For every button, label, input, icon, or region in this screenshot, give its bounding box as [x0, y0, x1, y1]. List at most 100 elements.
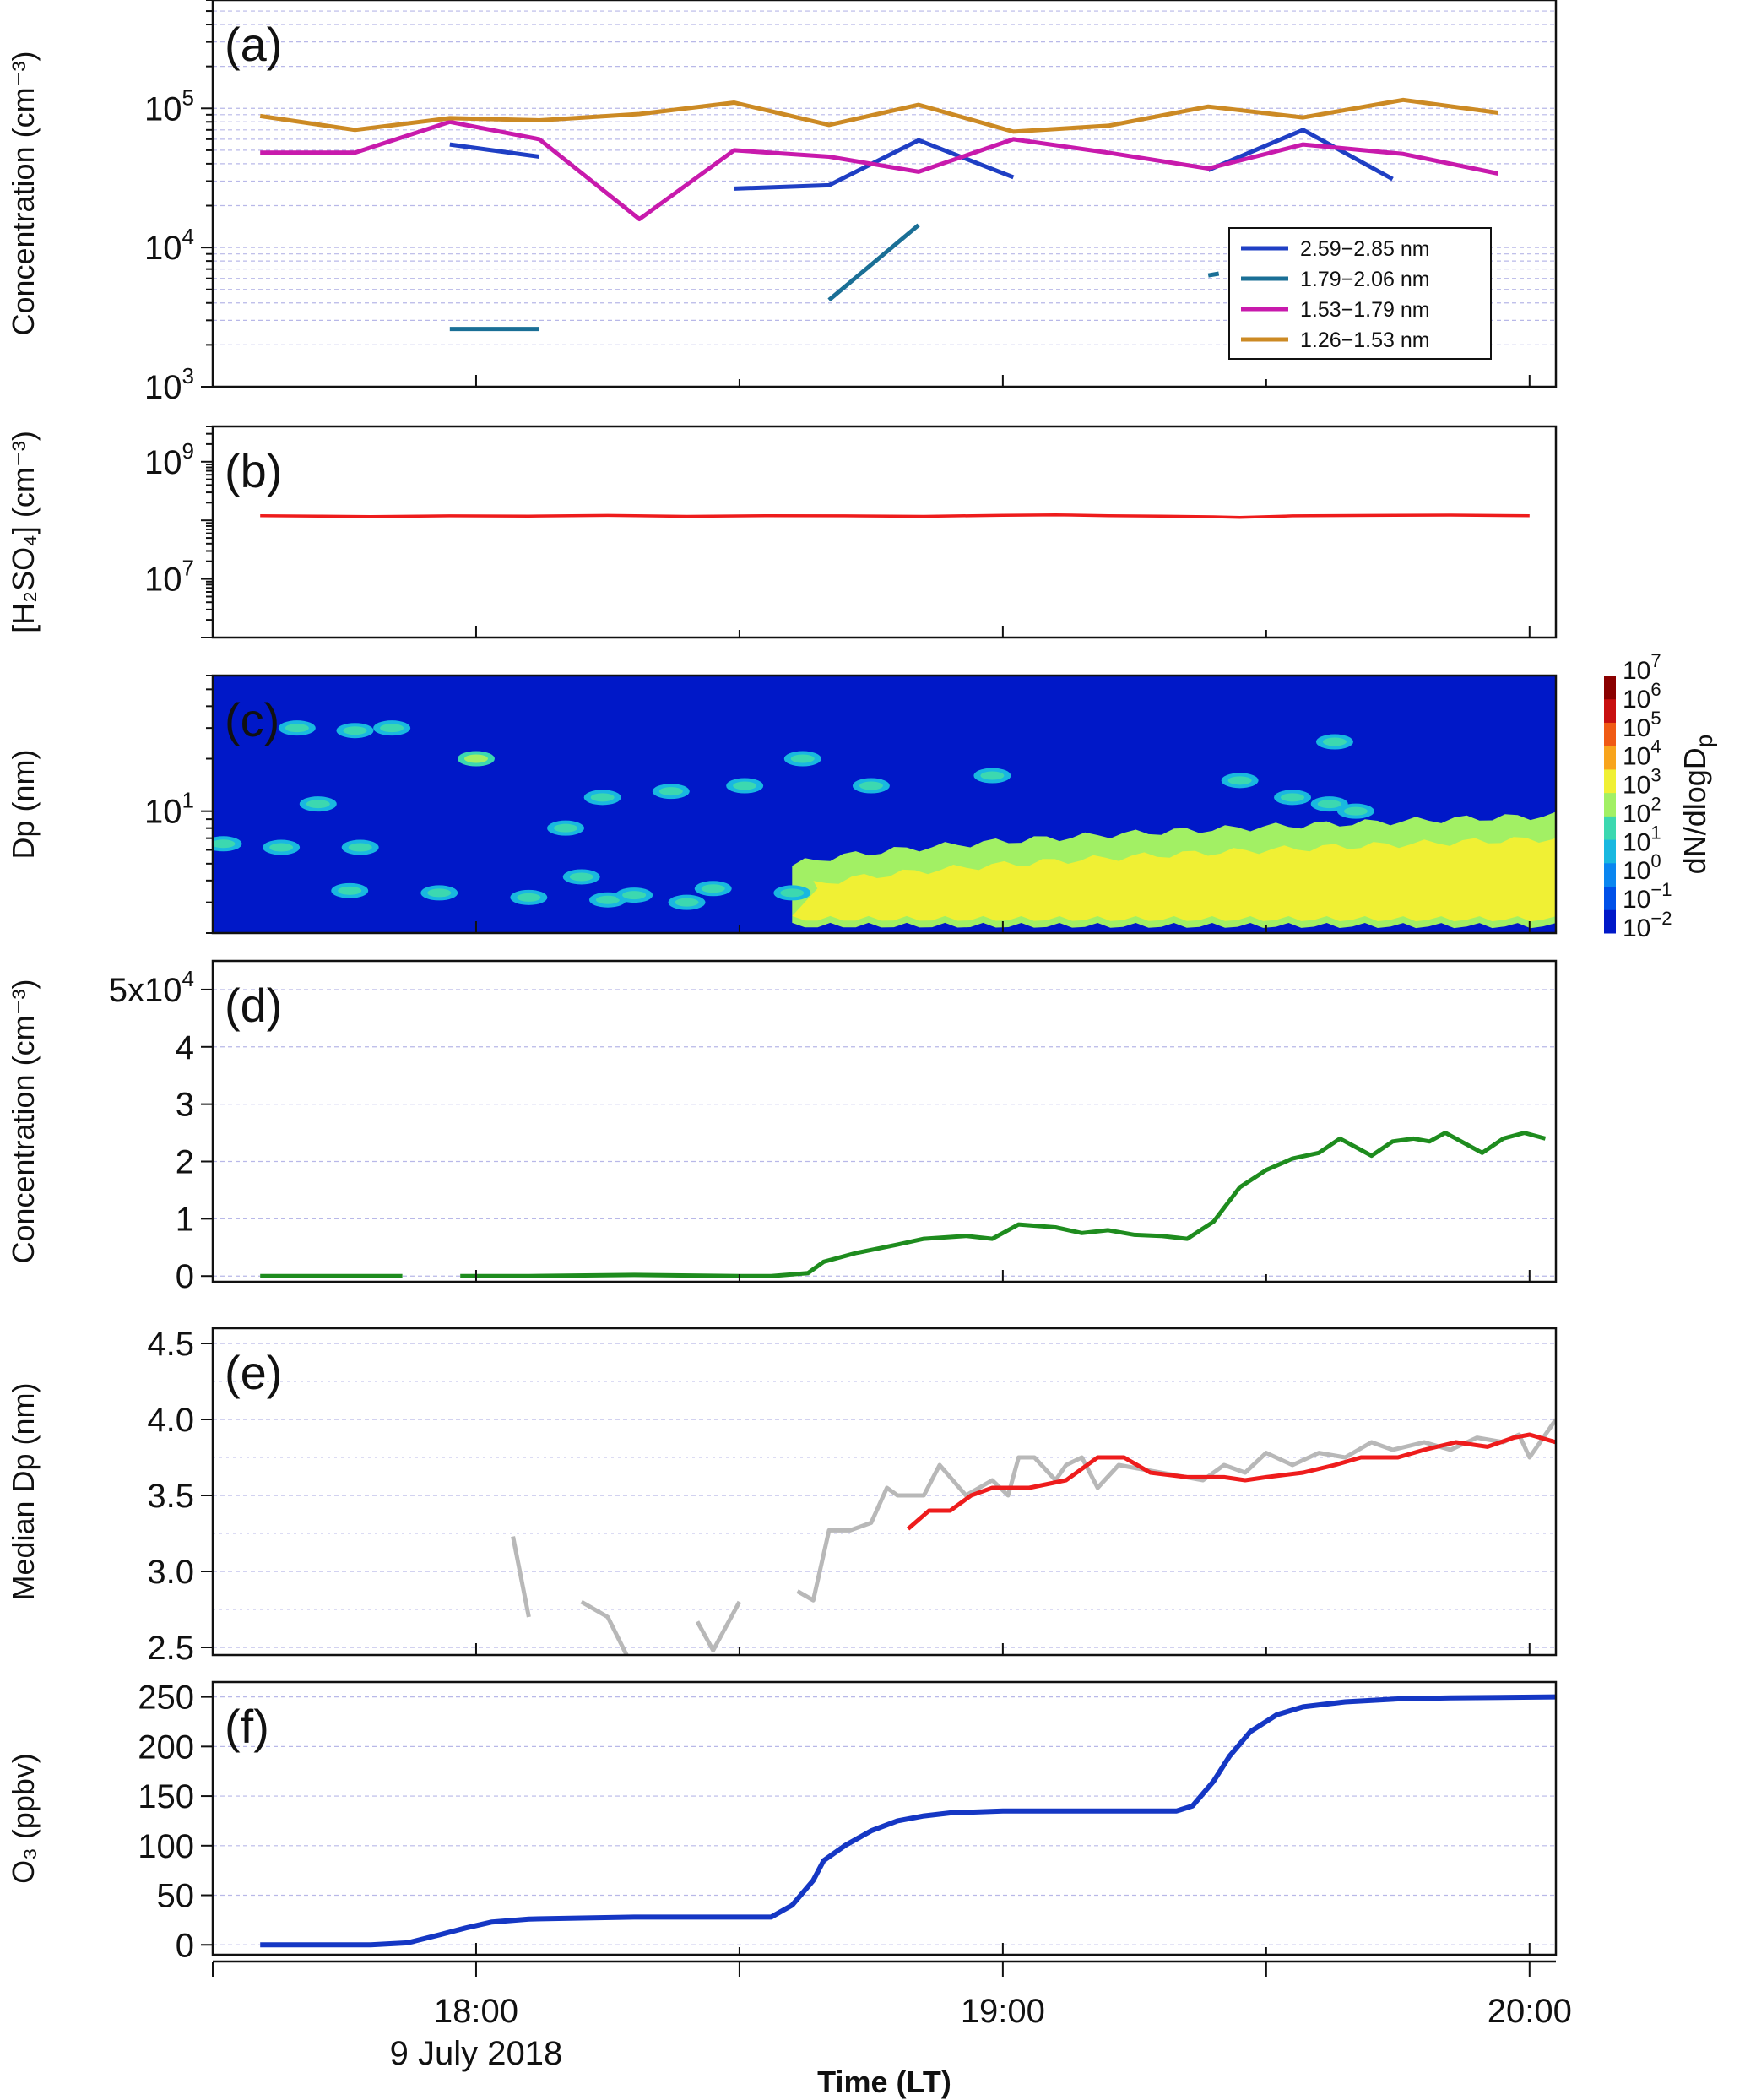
colorbar-swatch [1604, 792, 1616, 817]
heatmap-blob-core [622, 891, 647, 900]
heatmap-blob-core [658, 787, 683, 796]
panel-e: 2.5 3.0 3.5 4.0 4.5 (e) Median Dp (nm) [6, 1326, 1558, 1667]
colorbar-label: dN/dlogDp [1677, 735, 1717, 875]
legend: 2.59−2.85 nm 1.79−2.06 nm 1.53−1.79 nm 1.26… [1228, 227, 1492, 360]
grid-lines [213, 989, 1556, 1277]
plot-frame [211, 1327, 1558, 1657]
series-group [260, 513, 1530, 519]
y-axis-title: Concentration (cm⁻³) [6, 979, 41, 1263]
colorbar-tick-label: 103 [1623, 765, 1661, 800]
series-line [260, 1694, 1556, 1948]
series-line [906, 1432, 1556, 1531]
legend-label: 1.79−2.06 nm [1300, 268, 1430, 291]
x-tick-label: 18:00 [434, 1993, 518, 2030]
y-tick-label: 3.5 [147, 1478, 194, 1515]
panel-d: 0 1 2 3 4 5x104 (d) Concentration (cm⁻³) [6, 959, 1558, 1295]
heatmap-blob-core [980, 771, 1005, 780]
series-line [511, 1536, 531, 1618]
heatmap-blob-core [348, 843, 372, 852]
heatmap-blob-core [306, 800, 330, 809]
y-axis-title: [H₂SO₄] (cm⁻³) [6, 431, 41, 633]
colorbar-tick-label: 10−1 [1623, 879, 1672, 914]
series-group [259, 97, 1498, 332]
colorbar-tick-label: 104 [1623, 736, 1661, 771]
colorbar-swatch [1604, 839, 1616, 864]
y-tick-label: 3 [176, 1087, 194, 1124]
y-tick-label: 4 [176, 1029, 194, 1066]
y-tick-label: 100 [138, 1828, 194, 1865]
series-line [1207, 128, 1394, 182]
grid-lines [213, 1696, 1556, 1945]
heatmap [213, 676, 1556, 933]
heatmap-blob-core [1227, 776, 1252, 785]
heatmap-blob-core [554, 823, 578, 833]
heatmap-blob-core [517, 893, 541, 902]
y-tick-label: 0 [176, 1258, 194, 1295]
grid-lines [213, 1343, 1556, 1648]
colorbar-swatch [1604, 676, 1616, 700]
series-group [511, 1418, 1556, 1655]
y-tick-label: 150 [138, 1778, 194, 1815]
heatmap-blob-core [675, 898, 699, 907]
x-axis-title: Time (LT) [817, 2065, 951, 2099]
legend-label: 1.53−1.79 nm [1300, 298, 1430, 322]
y-tick-label: 105 [144, 84, 194, 128]
y-tick-label: 109 [144, 438, 194, 481]
y-tick-label: 104 [144, 224, 194, 267]
colorbar-swatch [1604, 886, 1616, 910]
heatmap-blob-core [859, 781, 883, 790]
panel-label: (d) [225, 979, 282, 1032]
x-tick-label: 19:00 [961, 1993, 1045, 2030]
y-tick-label: 2.5 [147, 1630, 194, 1667]
y-tick-label: 5x104 [109, 966, 194, 1009]
heatmap-blob-core [569, 872, 593, 882]
colorbar-swatch [1604, 768, 1616, 794]
colorbar-tick-label: 107 [1623, 650, 1661, 685]
series-line [796, 1418, 1556, 1603]
series-line [460, 1131, 1547, 1278]
heatmap-blob-core [590, 793, 615, 802]
heatmap-blob-core [1317, 800, 1341, 809]
series-line [259, 97, 1498, 134]
heatmap-blob-core [338, 886, 362, 895]
heatmap-blob-core [733, 781, 757, 790]
colorbar-swatch [1604, 698, 1616, 723]
series-line [695, 1600, 742, 1653]
y-tick-label: 200 [138, 1728, 194, 1766]
series-group [260, 1694, 1556, 1948]
y-tick-label: 4.0 [147, 1402, 194, 1439]
panel-label: (e) [225, 1346, 282, 1399]
growth-region [792, 837, 1556, 922]
y-tick-label: 250 [138, 1679, 194, 1717]
legend-label: 1.26−1.53 nm [1300, 328, 1430, 352]
colorbar-tick-label: 10−2 [1623, 908, 1672, 942]
plot-frame [211, 1680, 1558, 1956]
heatmap-blob-core [1281, 793, 1305, 802]
panel-c: 10−210−1100101102103104105106107dN/dlogD… [6, 650, 1717, 942]
series-line [260, 513, 1530, 519]
plot-frame [211, 959, 1558, 1283]
y-axis-title: Dp (nm) [6, 749, 41, 859]
y-tick-label: 3.0 [147, 1554, 194, 1591]
series-line [260, 119, 1498, 221]
y-tick-label: 50 [157, 1878, 195, 1915]
heatmap-blob-core [701, 884, 725, 893]
panel-label: (c) [225, 693, 279, 746]
y-tick-label: 1 [176, 1201, 194, 1238]
x-axis: 18:00 9 July 2018 19:00 20:00 Time (LT) [212, 1960, 1572, 2099]
y-axis-title: O₃ (ppbv) [6, 1753, 41, 1884]
colorbar-swatch [1604, 816, 1616, 840]
heatmap-blob-core [790, 754, 815, 763]
heatmap-blob-core [343, 726, 367, 735]
y-axis-title: Concentration (cm⁻³) [6, 51, 41, 335]
x-tick-sublabel: 9 July 2018 [390, 2035, 563, 2072]
y-tick-label: 2 [176, 1144, 194, 1181]
panel-f: 0 50 100 150 200 250 (f) O₃ (ppbv) [6, 1679, 1558, 1964]
y-tick-label: 4.5 [147, 1326, 194, 1363]
series-line [449, 142, 540, 159]
y-axis-title: Median Dp (nm) [6, 1382, 41, 1600]
heatmap-blob-core [595, 895, 620, 904]
y-tick-label: 0 [176, 1927, 194, 1964]
